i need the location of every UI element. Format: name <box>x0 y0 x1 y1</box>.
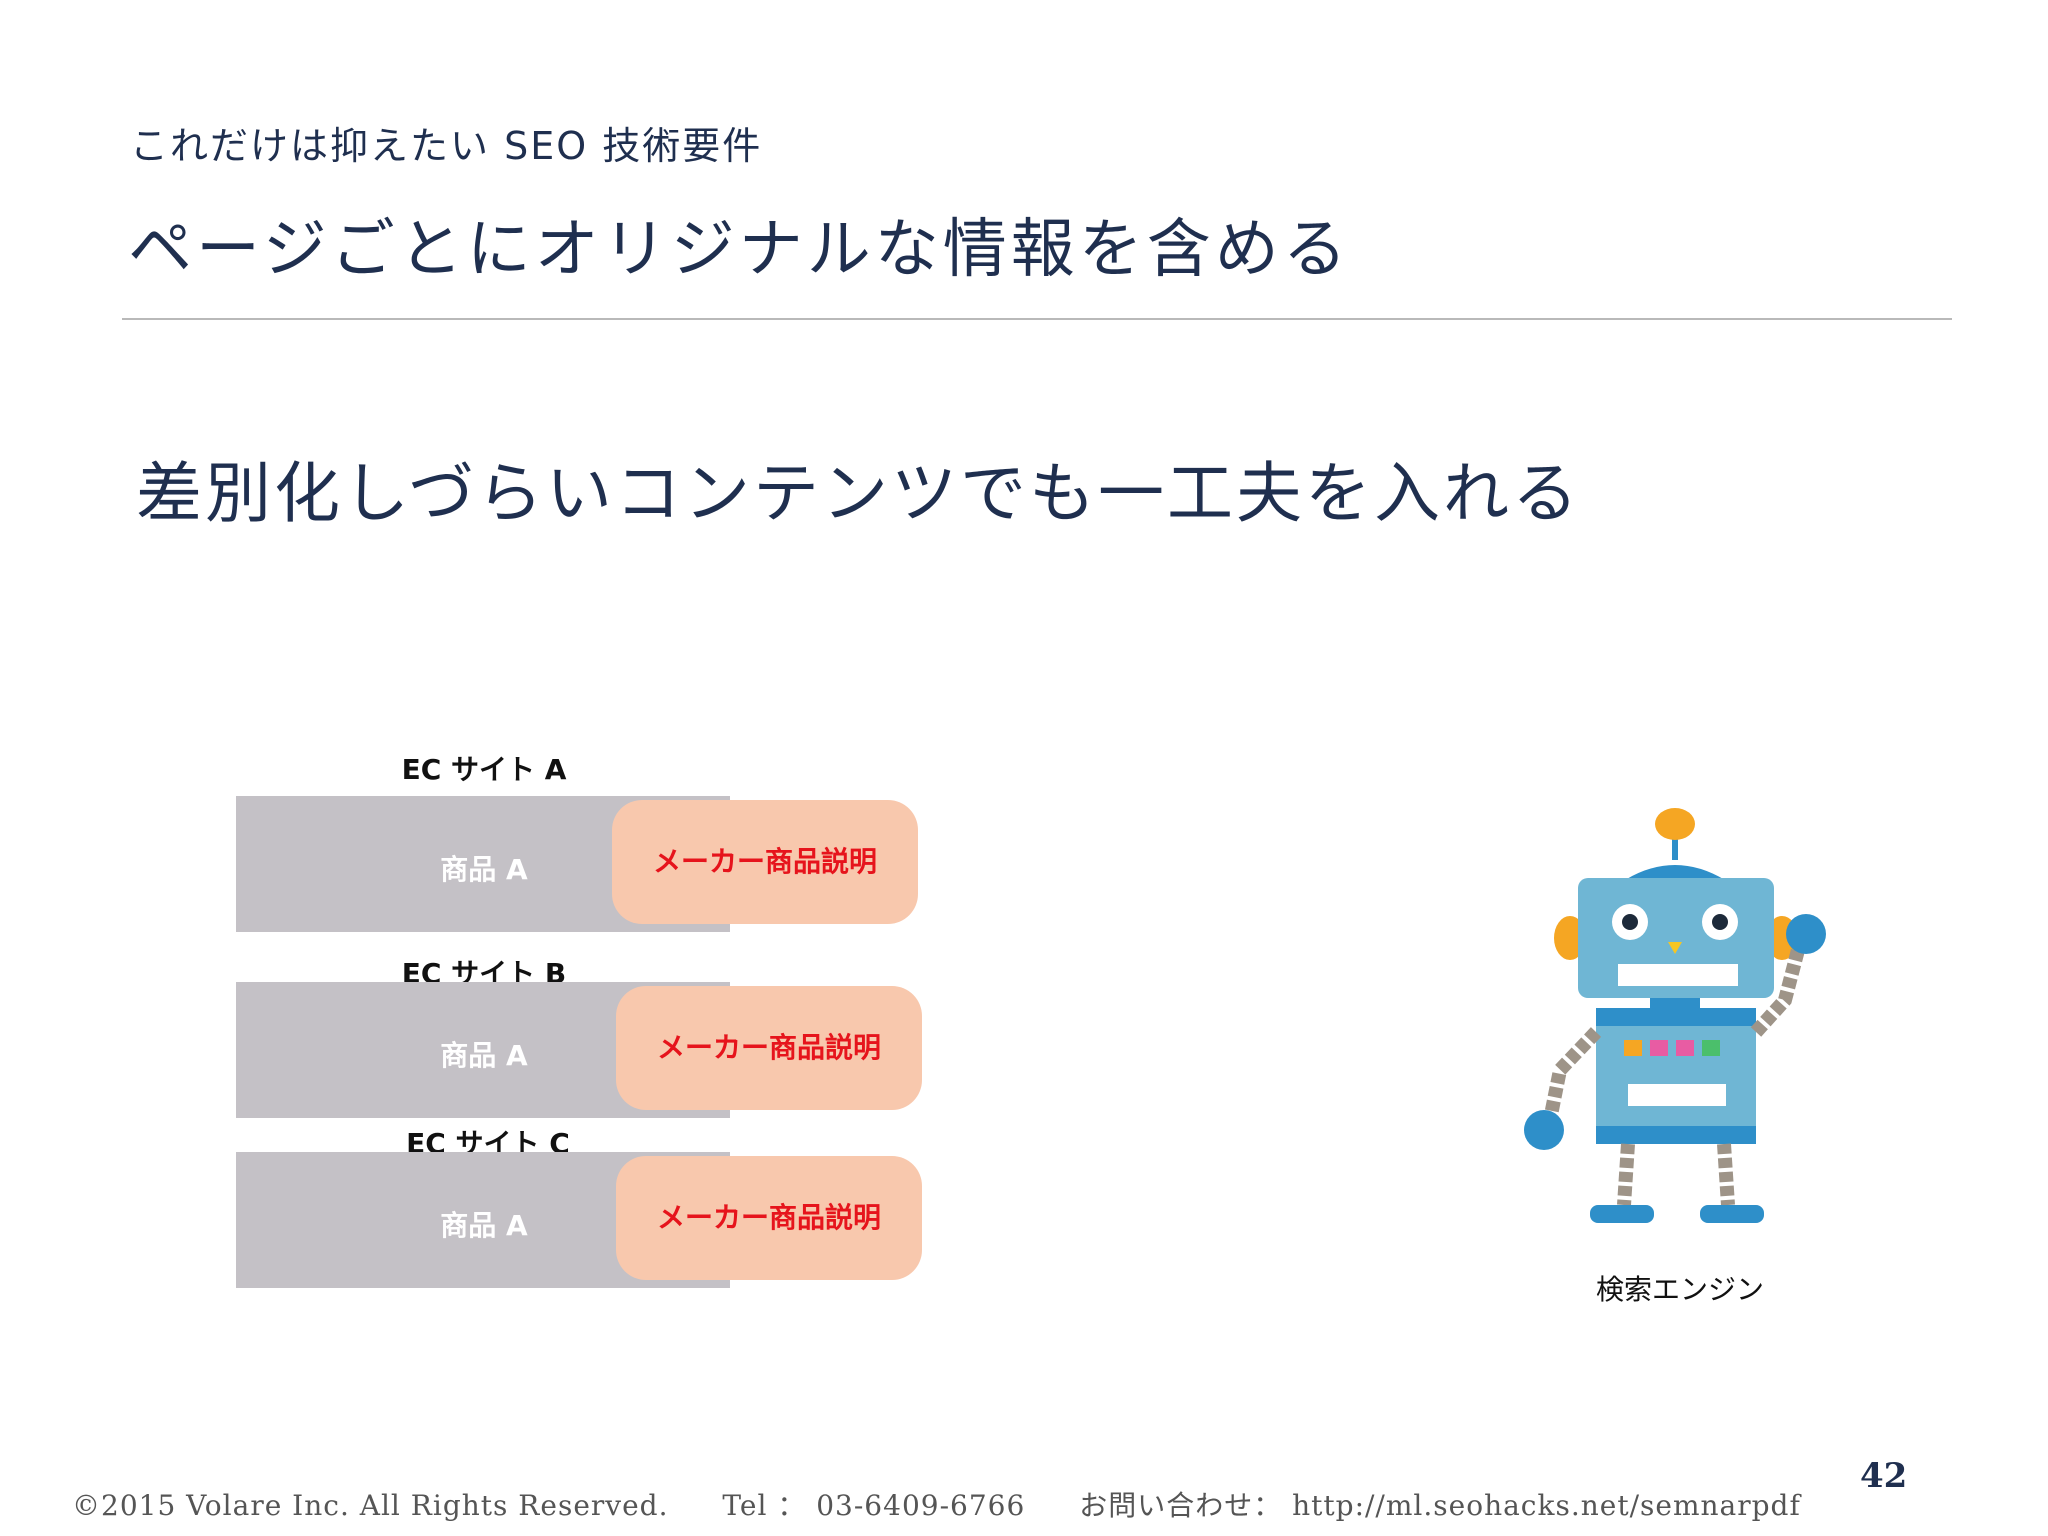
title-divider <box>122 318 1952 320</box>
robot-leg-left <box>1617 1143 1635 1206</box>
callout-b: メーカー商品説明 <box>616 986 922 1110</box>
robot-body <box>1596 1008 1756 1144</box>
robot-pupil-left <box>1622 914 1638 930</box>
robot-arm-left <box>1543 1027 1602 1122</box>
robot-body-bottom <box>1596 1126 1756 1144</box>
robot-button-orange <box>1624 1040 1642 1056</box>
footer-contact[interactable]: お問い合わせ： http://ml.seohacks.net/semnarpdf <box>1079 1489 1801 1522</box>
callout-a: メーカー商品説明 <box>612 800 918 924</box>
robot-leg-right <box>1717 1143 1735 1206</box>
product-label-c: 商品 A <box>440 1209 528 1242</box>
robot-body-top <box>1596 1008 1756 1026</box>
robot-button-pink-2 <box>1676 1040 1694 1056</box>
robot-nose <box>1668 942 1682 954</box>
footer: ©2015 Volare Inc. All Rights Reserved. T… <box>72 1484 1845 1524</box>
robot-foot-left <box>1590 1205 1654 1223</box>
product-label-a: 商品 A <box>440 853 528 886</box>
product-label-b: 商品 A <box>440 1039 528 1072</box>
site-label-a: EC サイト A <box>401 753 567 786</box>
callout-text-b: メーカー商品説明 <box>656 1031 881 1064</box>
slide-heading: 差別化しづらいコンテンツでも一工夫を入れる <box>136 455 1582 532</box>
page-number: 42 <box>1860 1456 1908 1496</box>
callout-text-c: メーカー商品説明 <box>656 1201 881 1234</box>
slide-title: ページごとにオリジナルな情報を含める <box>128 213 1351 287</box>
robot-arm-right <box>1750 948 1805 1037</box>
robot-head-dome <box>1625 865 1725 880</box>
robot-panel <box>1628 1084 1726 1106</box>
robot-foot-right <box>1700 1205 1764 1223</box>
callout-c: メーカー商品説明 <box>616 1156 922 1280</box>
robot-hand-right <box>1786 914 1826 954</box>
robot-illustration <box>1524 808 1826 1223</box>
footer-copyright: ©2015 Volare Inc. All Rights Reserved. <box>72 1489 669 1522</box>
footer-tel: Tel ： 03-6409-6766 <box>722 1489 1026 1522</box>
robot-mouth <box>1618 964 1738 986</box>
slide-subtitle: これだけは抑えたい SEO 技術要件 <box>130 124 763 168</box>
callout-text-a: メーカー商品説明 <box>652 845 877 878</box>
robot-hand-left <box>1524 1110 1564 1150</box>
robot-button-pink-1 <box>1650 1040 1668 1056</box>
robot-pupil-right <box>1712 914 1728 930</box>
robot-neck <box>1650 998 1700 1008</box>
robot-caption: 検索エンジン <box>1595 1273 1764 1306</box>
robot-button-green <box>1702 1040 1720 1056</box>
robot-antenna-ball <box>1655 808 1695 840</box>
